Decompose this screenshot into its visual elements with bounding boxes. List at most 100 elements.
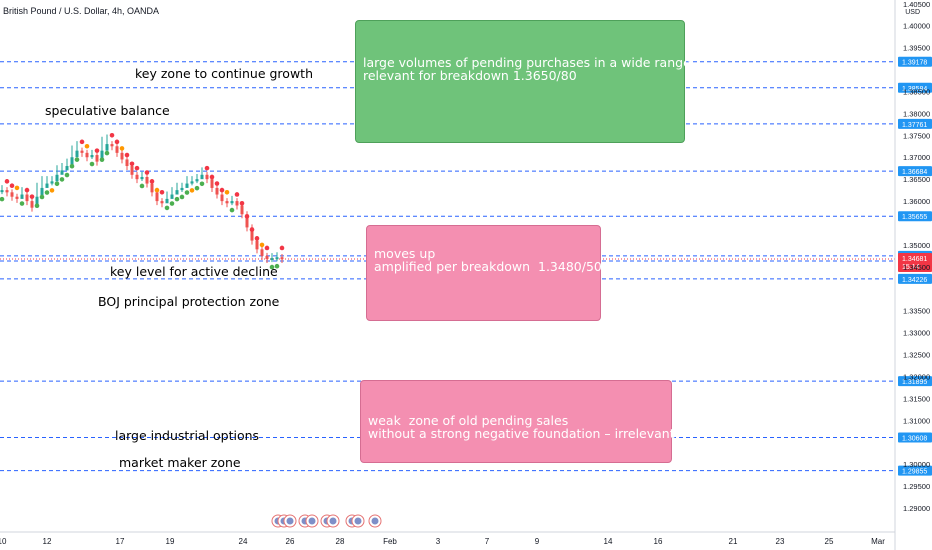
label-boj-zone: BOJ principal protection zone (98, 294, 280, 309)
indicator-dot (204, 165, 210, 171)
level-tag-label: 1.36684 (902, 169, 927, 176)
level-tag-label: 1.39178 (902, 60, 927, 67)
x-tick-label: 16 (654, 537, 663, 546)
candle-body (265, 255, 269, 259)
y-tick-label: 1.40500 (903, 0, 930, 9)
indicator-dot (129, 161, 135, 167)
y-tick-label: 1.36500 (903, 175, 930, 184)
note-pink-upper-line1: moves up (374, 246, 436, 261)
y-tick-label: 1.34500 (903, 263, 930, 272)
candle-body (55, 174, 59, 182)
indicator-dot (19, 201, 25, 206)
note-pink-upper-line2: amplified per breakdown 1.3480/50 (374, 259, 602, 274)
candle-body (280, 257, 284, 260)
note-pink-lower-line1: weak zone of old pending sales (368, 413, 569, 428)
x-tick-label: 10 (0, 537, 7, 546)
indicator-dot (259, 242, 265, 248)
candle-body (0, 190, 4, 193)
candle-body (105, 144, 109, 151)
level-tag (898, 432, 932, 443)
candle-body (110, 144, 114, 147)
indicator-dot (134, 165, 140, 171)
indicator-dot (54, 181, 60, 187)
level-tag (898, 118, 932, 129)
candle-body (80, 150, 84, 153)
indicator-dot (254, 236, 260, 241)
economic-events (271, 514, 382, 528)
candle-body (150, 183, 154, 193)
indicator-dot (149, 179, 155, 184)
y-tick-label: 1.37000 (903, 153, 930, 162)
countdown-label: 15:14 (902, 264, 920, 271)
indicator-dot (159, 189, 165, 195)
indicator-dot (29, 194, 35, 199)
candle-body (70, 157, 74, 167)
indicator-dot (189, 188, 195, 193)
event-flag-icon (368, 514, 382, 528)
event-flag-core (286, 517, 294, 525)
indicator-dot (139, 183, 145, 189)
label-speculative-balance: speculative balance (45, 103, 170, 118)
current-price-label: 1.34681 (902, 256, 927, 263)
x-tick-label: 24 (239, 537, 248, 546)
note-pink-lower-line2: without a strong negative foundation – i… (368, 426, 675, 441)
indicator-dot (179, 194, 185, 200)
indicator-dot (109, 132, 115, 138)
event-flag-icon (283, 514, 297, 528)
indicator-dot (49, 188, 55, 193)
x-tick-label: 3 (436, 537, 441, 546)
y-tick-label: 1.30000 (903, 460, 930, 469)
candle-body (130, 166, 134, 175)
y-tick-label: 1.35000 (903, 241, 930, 250)
candle-body (135, 174, 139, 180)
y-tick-label: 1.31500 (903, 394, 930, 403)
x-tick-label: 21 (729, 537, 738, 546)
indicator-dot (24, 187, 30, 193)
indicator-dot (114, 139, 120, 145)
y-tick-label: 1.38500 (903, 87, 930, 96)
x-tick-label: 7 (485, 537, 490, 546)
x-tick-label: 9 (535, 537, 540, 546)
candle-body (210, 179, 214, 188)
x-tick-label: Mar (871, 537, 885, 546)
candle-body (15, 196, 19, 199)
indicator-dot (264, 245, 270, 251)
event-flag-icon (326, 514, 340, 528)
candle-body (35, 196, 39, 208)
candle-body (50, 181, 54, 184)
candle-body (235, 201, 239, 206)
symbol-title[interactable]: British Pound / U.S. Dollar, 4h, OANDA (3, 6, 160, 16)
level-tag-label: 1.35655 (902, 214, 927, 221)
y-tick-label: 1.39500 (903, 44, 930, 53)
level-tag-label: 1.37761 (902, 122, 927, 129)
note-pink-upper[interactable]: moves up amplified per breakdown 1.3480/5… (366, 225, 602, 321)
candle-body (200, 174, 204, 180)
x-tick-label: 23 (776, 537, 785, 546)
y-tick-label: 1.37500 (903, 131, 930, 140)
indicator-dot (89, 161, 95, 167)
label-industrial-options: large industrial options (115, 428, 260, 443)
indicator-dot (99, 157, 105, 162)
note-pink-lower[interactable]: weak zone of old pending sales without a … (360, 380, 675, 463)
indicator-dot (74, 157, 80, 162)
level-tag (898, 166, 932, 177)
indicator-dot (34, 203, 40, 209)
indicator-dot (64, 172, 70, 178)
indicator-dot (39, 194, 45, 200)
y-tick-label: 1.36000 (903, 197, 930, 206)
y-tick-label: 1.40000 (903, 22, 930, 31)
indicator-dot (229, 207, 235, 213)
candle-body (120, 152, 124, 160)
indicator-dot (174, 196, 180, 202)
x-tick-label: 14 (604, 537, 613, 546)
candle-body (230, 201, 234, 204)
candle-body (225, 201, 229, 204)
currency-label: USD (905, 9, 920, 16)
candle-body (275, 257, 279, 260)
indicator-dot (244, 214, 250, 219)
note-green[interactable]: large volumes of pending purchases in a … (355, 20, 691, 143)
event-flag-icon (305, 514, 319, 528)
